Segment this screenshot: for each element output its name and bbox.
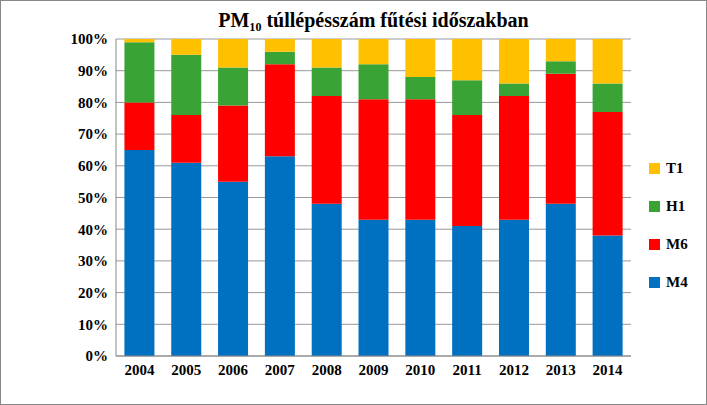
svg-text:50%: 50%: [78, 190, 108, 206]
svg-text:90%: 90%: [78, 63, 108, 79]
html-text:PM₁₀ túllépésszám fűtési idősz: PM₁₀ túllépésszám fűtési időszakban: [218, 9, 529, 31]
svg-text:70%: 70%: [78, 126, 108, 142]
svg-text:2006: 2006: [218, 362, 249, 378]
svg-text:2012: 2012: [499, 362, 529, 378]
svg-text:2011: 2011: [453, 362, 482, 378]
svg-text:30%: 30%: [78, 253, 108, 269]
html-text:T1: T1: [666, 159, 684, 176]
svg-text:2007: 2007: [265, 362, 296, 378]
svg-text:40%: 40%: [78, 222, 108, 238]
svg-text:2014: 2014: [593, 362, 624, 378]
svg-text:2004: 2004: [124, 362, 155, 378]
html-text:M6: M6: [666, 235, 688, 252]
svg-text:100%: 100%: [71, 31, 109, 47]
svg-text:2013: 2013: [546, 362, 576, 378]
svg-text:10%: 10%: [78, 317, 108, 333]
html-text:H1: H1: [666, 197, 686, 214]
svg-text:2009: 2009: [359, 362, 389, 378]
svg-text:2010: 2010: [405, 362, 435, 378]
svg-text:20%: 20%: [78, 285, 108, 301]
svg-text:60%: 60%: [78, 158, 108, 174]
html-text:M4: M4: [666, 273, 688, 290]
svg-text:0%: 0%: [86, 348, 109, 364]
svg-text:80%: 80%: [78, 95, 108, 111]
svg-text:2008: 2008: [312, 362, 342, 378]
svg-text:2005: 2005: [171, 362, 201, 378]
